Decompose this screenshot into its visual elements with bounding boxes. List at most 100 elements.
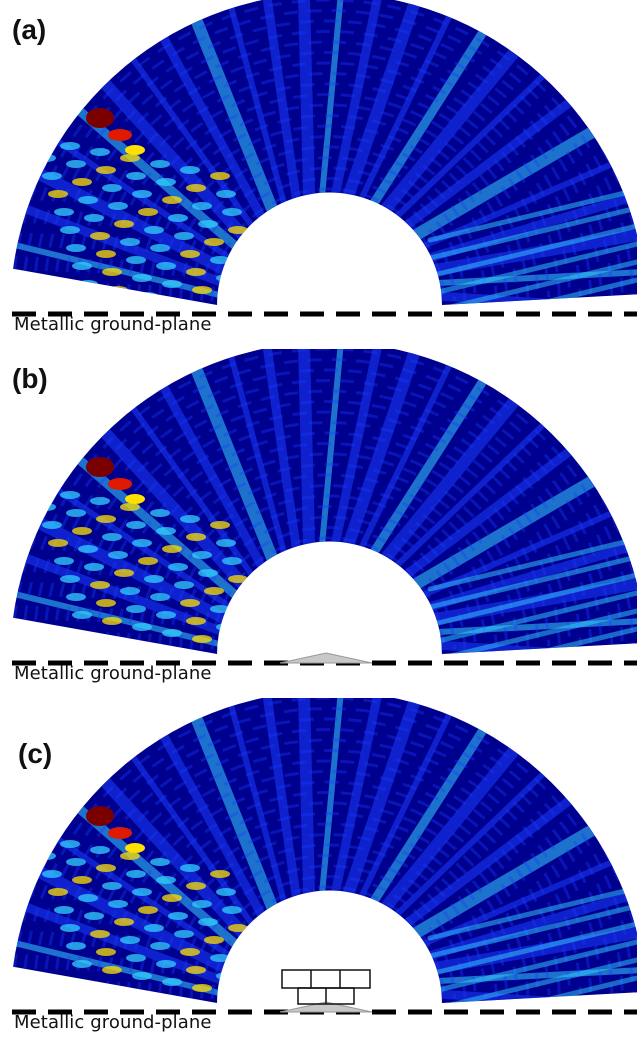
field-hotspot [48, 888, 68, 896]
field-hotspot [210, 605, 230, 613]
field-hotspot [144, 924, 164, 932]
field-hotspot [162, 978, 182, 986]
field-beam [221, 349, 289, 561]
field-hotspot [78, 280, 98, 288]
field-peak-edge [125, 494, 145, 504]
field-hotspot [102, 184, 122, 192]
field-beam [318, 698, 347, 901]
field-hotspot [162, 545, 182, 553]
field-pattern [13, 0, 637, 306]
field-hotspot [132, 274, 152, 282]
field-beam [428, 267, 637, 287]
field-beam [375, 376, 536, 569]
field-fringe [116, 441, 540, 647]
field-beam [82, 408, 252, 594]
field-hotspot [150, 593, 170, 601]
field-hotspot [126, 521, 146, 529]
field-hotspot [174, 232, 194, 240]
field-hotspot [228, 924, 248, 932]
field-hotspot [162, 196, 182, 204]
field-hotspot [180, 166, 200, 174]
field-peak-edge [125, 843, 145, 853]
panel-b: (b) Metallic ground-plane [0, 349, 637, 698]
field-beam [340, 349, 429, 556]
field-fringe [21, 698, 635, 993]
field-hotspot [54, 557, 74, 565]
field-hotspot [198, 569, 218, 577]
field-beam [318, 349, 347, 552]
field-hotspot [96, 515, 116, 523]
field-hotspot [228, 226, 248, 234]
ground-plane-label-a: Metallic ground-plane [14, 314, 212, 335]
field-beam [13, 935, 226, 997]
field-fringe [63, 389, 593, 645]
field-hotspot [162, 280, 182, 288]
field-hotspot [186, 533, 206, 541]
field-hotspot [108, 551, 128, 559]
field-hotspot [180, 864, 200, 872]
field-hotspot [222, 990, 242, 998]
field-fringe [74, 400, 582, 646]
field-hotspot [168, 912, 188, 920]
field-hotspot [120, 238, 140, 246]
field-fringe [105, 431, 551, 647]
field-hotspot [168, 214, 188, 222]
field-hotspot [198, 918, 218, 926]
field-hotspot [126, 605, 146, 613]
field-hotspot [150, 160, 170, 168]
field-streak [427, 608, 637, 655]
field-fringe [21, 349, 635, 644]
field-hotspot [204, 238, 224, 246]
field-fringe [53, 728, 603, 994]
field-hotspot [78, 196, 98, 204]
field-hotspot [108, 202, 128, 210]
field-hotspot [102, 268, 122, 276]
panel-label-a: (a) [12, 14, 47, 45]
panel-c: (c) Metallic ground-plane [0, 698, 637, 1047]
field-hotspot [114, 569, 134, 577]
field-beam [181, 0, 281, 220]
field-hotspot [156, 960, 176, 968]
field-hotspot [102, 882, 122, 890]
field-hotspot [156, 527, 176, 535]
field-peak [86, 108, 114, 128]
field-hotspot [234, 593, 254, 601]
field-fringe [42, 19, 614, 296]
field-hotspot [222, 641, 242, 649]
scatterer-grid [281, 969, 371, 1005]
field-hotspot [90, 581, 110, 589]
field-streak [427, 590, 637, 646]
field-beam [147, 709, 269, 924]
field-hotspot [120, 154, 140, 162]
field-hotspot [48, 539, 68, 547]
field-beam [389, 56, 564, 224]
field-hotspot [90, 930, 110, 938]
field-hotspot [156, 262, 176, 270]
scatterer-triangle [279, 1001, 373, 1013]
field-hotspot [138, 557, 158, 565]
field-hotspot [186, 966, 206, 974]
field-hotspot [72, 262, 92, 270]
field-hotspot [132, 972, 152, 980]
field-beam [329, 0, 388, 204]
field-hotspot [210, 521, 230, 529]
field-hotspot [198, 220, 218, 228]
field-fringe [63, 40, 593, 296]
field-hotspot [30, 485, 50, 493]
field-hotspot [120, 936, 140, 944]
field-hotspot [96, 864, 116, 872]
field-fringe [74, 51, 582, 297]
field-fringe [74, 749, 582, 995]
field-fringe [95, 72, 561, 297]
field-hotspot [234, 244, 254, 252]
field-beam [329, 349, 388, 553]
field-beam [375, 27, 536, 220]
field-fringe [63, 738, 593, 994]
field-hotspot [42, 870, 62, 878]
field-hotspot [162, 629, 182, 637]
field-streak [427, 187, 637, 243]
field-beam [221, 0, 289, 212]
field-hotspot [72, 960, 92, 968]
field-beam [375, 725, 536, 918]
field-hotspot [36, 503, 56, 511]
